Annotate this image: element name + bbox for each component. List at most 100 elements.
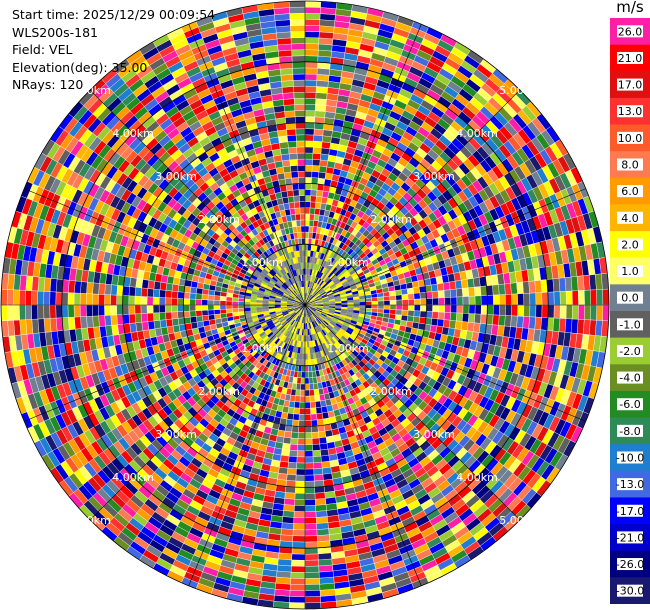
range-gate-cell (314, 283, 319, 290)
range-gate-cell (408, 299, 415, 306)
range-gate-cell (308, 287, 312, 294)
range-gate-cell (310, 307, 316, 312)
range-gate-cell (307, 322, 311, 330)
range-gate-cell (275, 282, 282, 288)
range-gate-cell (159, 281, 168, 291)
range-gate-cell (341, 335, 348, 342)
range-gate-cell (312, 159, 321, 167)
range-gate-cell (110, 284, 118, 296)
range-gate-cell (284, 323, 290, 329)
range-gate-cell (261, 324, 269, 330)
range-gate-cell (304, 146, 314, 154)
range-gate-cell (317, 325, 322, 332)
range-gate-cell (318, 258, 323, 266)
range-gate-cell (468, 295, 476, 306)
range-gate-cell (336, 272, 343, 279)
range-gate-cell (448, 281, 457, 290)
range-gate-cell (322, 321, 328, 327)
range-gate-cell (280, 301, 287, 304)
range-gate-cell (306, 293, 310, 300)
range-gate-cell (287, 308, 294, 312)
range-gate-cell (308, 309, 314, 315)
range-gate-cell (314, 333, 319, 340)
range-gate-cell (292, 290, 298, 296)
range-gate-cell (297, 295, 302, 301)
range-gate-cell (425, 291, 433, 299)
range-gate-cell (304, 55, 319, 63)
range-gate-cell (286, 303, 293, 305)
range-gate-cell (283, 498, 296, 506)
range-gate-cell (306, 280, 309, 287)
range-gate-cell (259, 331, 266, 338)
range-gate-cell (302, 250, 305, 257)
range-gate-cell (303, 268, 305, 275)
range-gate-cell (299, 207, 306, 215)
range-gate-cell (282, 92, 295, 100)
range-gate-cell (350, 320, 358, 325)
range-gate-cell (292, 413, 300, 421)
range-gate-cell (294, 298, 300, 302)
range-gate-cell (291, 292, 297, 297)
range-gate-cell (300, 274, 303, 281)
range-gate-cell (237, 301, 245, 306)
range-gate-cell (505, 304, 512, 317)
range-gate-cell (308, 309, 313, 315)
range-gate-cell (159, 289, 167, 298)
range-gate-cell (345, 339, 353, 346)
range-gate-cell (304, 152, 314, 160)
range-gate-cell (313, 388, 320, 396)
range-gate-cell (342, 333, 350, 340)
range-gate-cell (320, 153, 329, 162)
range-gate-cell (341, 300, 348, 304)
range-gate-cell (351, 315, 359, 320)
range-gate-cell (259, 272, 266, 279)
range-gate-cell (275, 345, 281, 353)
range-gate-cell (309, 297, 315, 302)
range-gate-cell (251, 290, 259, 295)
range-gate-cell (278, 333, 284, 340)
range-gate-cell (292, 305, 300, 308)
range-gate-cell (480, 285, 488, 296)
range-gate-cell (277, 325, 284, 331)
range-gate-cell (300, 383, 306, 391)
range-gate-cell (277, 316, 284, 321)
range-gate-cell (305, 292, 307, 299)
range-gate-cell (314, 400, 322, 408)
range-gate-cell (262, 326, 270, 332)
range-gate-cell (237, 304, 245, 309)
range-gate-cell (552, 317, 561, 332)
range-gate-cell (128, 295, 136, 306)
range-gate-cell (314, 492, 326, 500)
range-gate-cell (280, 305, 287, 307)
range-gate-cell (303, 311, 305, 318)
range-gate-cell (324, 255, 330, 262)
range-gate-cell (318, 279, 323, 286)
range-gate-cell (321, 274, 327, 281)
range-gate-cell (257, 292, 264, 297)
range-gate-cell (389, 309, 397, 315)
range-gate-cell (329, 345, 335, 353)
range-gate-cell (274, 338, 280, 345)
range-gate-cell (305, 262, 308, 269)
range-gate-cell (213, 309, 221, 315)
range-gate-cell (289, 245, 294, 253)
range-gate-cell (310, 275, 313, 282)
range-gate-cell (318, 165, 328, 174)
range-gate-cell (450, 304, 458, 314)
range-gate-cell (304, 237, 309, 245)
range-gate-cell (304, 389, 310, 397)
range-gate-cell (247, 321, 254, 327)
range-gate-cell (268, 262, 275, 269)
range-gate-cell (322, 283, 328, 289)
range-gate-cell (291, 547, 306, 555)
range-gate-cell (303, 329, 305, 336)
range-gate-cell (269, 324, 276, 331)
range-gate-cell (326, 325, 333, 331)
range-gate-cell (328, 295, 335, 299)
range-gate-cell (274, 300, 281, 303)
range-gate-cell (333, 278, 340, 284)
range-gate-cell (292, 283, 297, 290)
range-gate-cell (250, 310, 257, 314)
range-gate-cell (377, 304, 385, 310)
